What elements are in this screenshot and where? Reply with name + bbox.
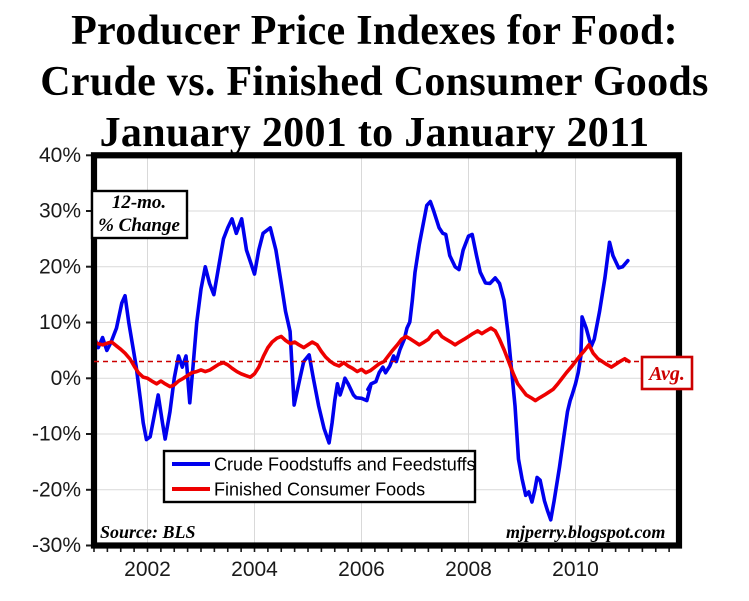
- svg-text:-30%: -30%: [32, 534, 81, 557]
- svg-text:-20%: -20%: [32, 479, 81, 502]
- svg-text:Crude Foodstuffs and Feedstuff: Crude Foodstuffs and Feedstuffs: [214, 455, 476, 475]
- svg-text:% Change: % Change: [98, 215, 180, 236]
- svg-text:-10%: -10%: [32, 423, 81, 446]
- svg-text:0%: 0%: [51, 367, 81, 390]
- svg-text:Avg.: Avg.: [647, 363, 685, 385]
- svg-text:2008: 2008: [445, 558, 492, 581]
- svg-text:Source: BLS: Source: BLS: [100, 522, 196, 542]
- svg-text:40%: 40%: [39, 144, 81, 167]
- svg-text:12-mo.: 12-mo.: [112, 192, 166, 213]
- svg-text:2006: 2006: [338, 558, 385, 581]
- svg-text:mjperry.blogspot.com: mjperry.blogspot.com: [506, 522, 665, 542]
- svg-text:20%: 20%: [39, 256, 81, 279]
- svg-text:10%: 10%: [39, 311, 81, 334]
- svg-text:Finished Consumer Foods: Finished Consumer Foods: [214, 480, 425, 500]
- svg-text:2002: 2002: [124, 558, 171, 581]
- svg-text:2004: 2004: [231, 558, 278, 581]
- svg-text:30%: 30%: [39, 200, 81, 223]
- svg-text:2010: 2010: [552, 558, 599, 581]
